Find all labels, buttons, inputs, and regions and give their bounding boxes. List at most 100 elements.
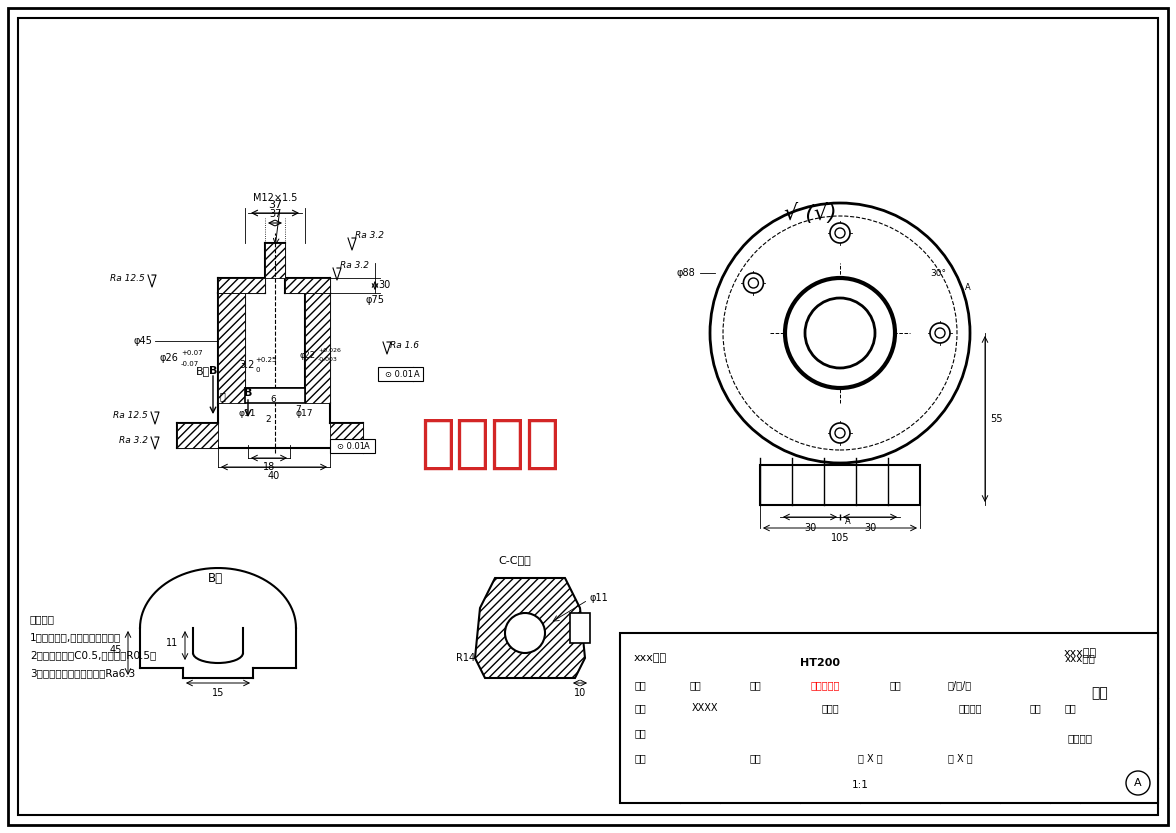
Text: 签名: 签名	[889, 680, 901, 690]
Text: 菲墨设计: 菲墨设计	[420, 415, 560, 471]
Circle shape	[786, 278, 895, 388]
Text: 标准化: 标准化	[821, 703, 838, 713]
Text: Ra 3.2: Ra 3.2	[119, 436, 148, 445]
Circle shape	[710, 203, 970, 463]
Text: 2、未标注倒角C0.5,未注圆角R0.5。: 2、未标注倒角C0.5,未注圆角R0.5。	[31, 650, 156, 660]
Text: 30: 30	[804, 523, 816, 533]
Text: B: B	[243, 388, 252, 398]
Circle shape	[830, 423, 850, 443]
Bar	[330, 439, 375, 453]
Text: 3.2: 3.2	[240, 360, 255, 370]
Text: φ11: φ11	[590, 593, 609, 603]
Text: -0.003: -0.003	[318, 357, 338, 362]
Text: xxx大学: xxx大学	[1063, 648, 1096, 658]
Text: Ra 1.6: Ra 1.6	[390, 341, 419, 350]
Text: xxx大学: xxx大学	[1064, 653, 1095, 663]
Circle shape	[743, 273, 763, 293]
Text: R14: R14	[456, 653, 475, 663]
Bar	[570, 613, 590, 643]
Text: √ (√): √ (√)	[783, 202, 836, 223]
Text: 37: 37	[269, 209, 281, 219]
Circle shape	[935, 328, 946, 338]
Text: φ88: φ88	[676, 268, 695, 278]
Text: 处数: 处数	[689, 680, 701, 690]
Text: 分区: 分区	[749, 680, 761, 690]
Polygon shape	[330, 423, 363, 448]
Circle shape	[806, 298, 875, 368]
Text: φ22: φ22	[300, 351, 316, 360]
Text: +0.07: +0.07	[181, 350, 202, 356]
Circle shape	[505, 613, 544, 653]
Text: 标记: 标记	[634, 680, 646, 690]
Text: A: A	[1134, 778, 1142, 788]
Bar	[377, 367, 423, 381]
Text: Ra 3.2: Ra 3.2	[355, 231, 385, 240]
Text: φ17: φ17	[295, 408, 313, 417]
Polygon shape	[265, 243, 285, 278]
Text: Ra 12.5: Ra 12.5	[111, 273, 145, 282]
Text: φ75: φ75	[365, 295, 385, 305]
Text: 年/月/日: 年/月/日	[948, 680, 973, 690]
Text: 40: 40	[268, 471, 280, 481]
Text: 共 X 张: 共 X 张	[857, 753, 882, 763]
Text: 第 X 张: 第 X 张	[948, 753, 973, 763]
Bar	[245, 388, 305, 403]
Text: 1:1: 1:1	[851, 780, 868, 790]
Polygon shape	[305, 293, 330, 403]
Circle shape	[830, 223, 850, 243]
Text: 0: 0	[255, 367, 260, 373]
Text: +0.026: +0.026	[318, 348, 341, 353]
Polygon shape	[218, 293, 245, 403]
Text: 比例: 比例	[1064, 703, 1076, 713]
Text: A: A	[414, 370, 420, 378]
Polygon shape	[285, 278, 330, 293]
Bar	[760, 465, 920, 505]
Text: 30°: 30°	[930, 268, 946, 277]
Circle shape	[835, 428, 846, 438]
Text: 55: 55	[990, 414, 1002, 424]
Polygon shape	[178, 423, 218, 448]
Text: 11: 11	[166, 638, 178, 648]
Text: 工艺: 工艺	[634, 753, 646, 763]
Text: 6: 6	[270, 395, 275, 403]
Text: 45: 45	[109, 645, 122, 655]
Text: 向: 向	[220, 391, 226, 401]
Text: 105: 105	[830, 533, 849, 543]
Text: φ26: φ26	[159, 353, 178, 363]
Text: 2: 2	[265, 415, 270, 423]
Circle shape	[835, 228, 846, 238]
Polygon shape	[218, 278, 265, 293]
Text: A: A	[965, 283, 970, 292]
Text: 前盖: 前盖	[1091, 686, 1108, 700]
Text: 技术要求: 技术要求	[31, 614, 55, 624]
Text: 10: 10	[574, 688, 586, 698]
Bar	[620, 633, 1158, 803]
Text: Ra 12.5: Ra 12.5	[113, 411, 148, 420]
Text: C-C旋转: C-C旋转	[499, 555, 532, 565]
Text: 批准: 批准	[749, 753, 761, 763]
Text: B: B	[209, 366, 218, 376]
Text: B向: B向	[195, 366, 211, 376]
Text: 1、调质处理,表面光滑无毛刺。: 1、调质处理,表面光滑无毛刺。	[31, 632, 121, 642]
Text: 图纸代号: 图纸代号	[1068, 733, 1093, 743]
Text: B向: B向	[207, 572, 222, 585]
Text: 7: 7	[295, 405, 301, 413]
Text: 审核: 审核	[634, 728, 646, 738]
Polygon shape	[475, 578, 584, 678]
Text: φ11: φ11	[239, 408, 256, 417]
Text: xxx大学: xxx大学	[634, 653, 667, 663]
Circle shape	[748, 278, 759, 288]
Text: XXXX: XXXX	[691, 703, 719, 713]
Text: ⊙ 0.01: ⊙ 0.01	[338, 441, 365, 451]
Text: 设计: 设计	[634, 703, 646, 713]
Circle shape	[1125, 771, 1150, 795]
Text: M12×1.5: M12×1.5	[253, 193, 298, 203]
Text: A: A	[846, 517, 850, 526]
Text: Ra 3.2: Ra 3.2	[340, 261, 369, 270]
Text: HT200: HT200	[800, 658, 840, 668]
Text: 15: 15	[212, 688, 225, 698]
Text: 重量: 重量	[1029, 703, 1041, 713]
Text: 37: 37	[268, 200, 282, 210]
Text: 30: 30	[864, 523, 876, 533]
Text: ⊙ 0.01: ⊙ 0.01	[385, 370, 413, 378]
